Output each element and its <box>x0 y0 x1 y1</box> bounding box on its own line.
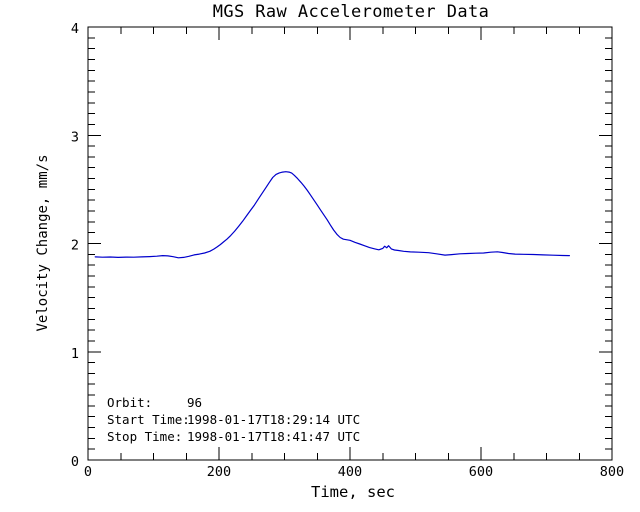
data-line-velocity-change <box>94 171 571 259</box>
x-tick-label: 0 <box>84 464 92 480</box>
annotation-value: 1998-01-17T18:41:47 UTC <box>187 429 361 444</box>
y-tick-label: 2 <box>71 238 79 254</box>
annotation-block: Orbit: 96 Start Time: 1998-01-17T18:29:14 U… <box>107 394 360 445</box>
annotation-row: Orbit: 96 <box>107 394 360 411</box>
annotation-label: Stop Time: <box>107 429 183 444</box>
annotation-row: Stop Time: 1998-01-17T18:41:47 UTC <box>107 428 360 445</box>
x-tick-label: 400 <box>338 464 362 480</box>
x-axis-label: Time, sec <box>311 483 395 501</box>
x-tick-label: 200 <box>207 464 231 480</box>
annotation-value: 1998-01-17T18:29:14 UTC <box>187 412 361 427</box>
x-tick-label: 600 <box>469 464 493 480</box>
annotation-value: 96 <box>187 395 203 410</box>
chart-title: MGS Raw Accelerometer Data <box>213 2 490 22</box>
x-tick-label: 800 <box>600 464 624 480</box>
y-tick-label: 1 <box>71 346 79 362</box>
y-tick-label: 0 <box>71 454 79 470</box>
y-tick-label: 4 <box>71 21 79 37</box>
plot-frame-group: 0 200 400 600 800 0 1 2 3 4 <box>71 21 624 480</box>
y-axis-label: Velocity Change, mm/s <box>35 154 51 331</box>
y-tick-label: 3 <box>71 129 79 145</box>
annotation-row: Start Time: 1998-01-17T18:29:14 UTC <box>107 411 360 428</box>
annotation-label: Start Time: <box>107 412 190 427</box>
annotation-label: Orbit: <box>107 395 153 410</box>
